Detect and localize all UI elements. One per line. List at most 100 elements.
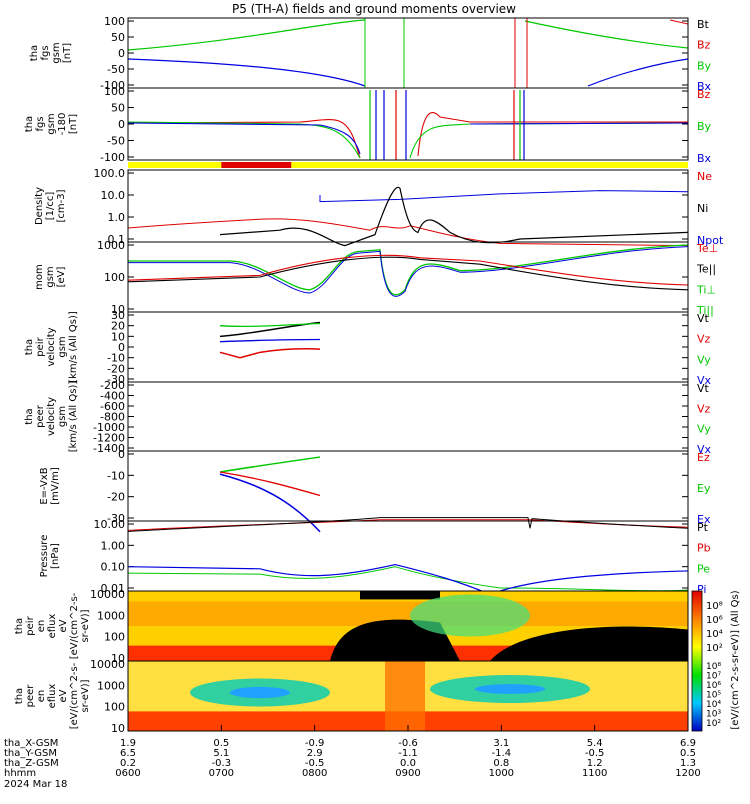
spectrogram-band: [385, 661, 425, 731]
legend-entry: Vt: [697, 382, 710, 395]
y-tick-label: 0.1: [108, 233, 126, 246]
legend-entry: Bt: [697, 18, 710, 31]
y-tick-label: 0.01: [101, 582, 126, 595]
y-tick-label: 1000: [97, 609, 125, 622]
y-axis-label: [cm-3]: [56, 189, 67, 222]
y-axis-label: fgs: [35, 116, 46, 131]
y-tick-label: 0: [118, 341, 125, 354]
y-tick-label: 1000: [97, 679, 125, 692]
x-tick-label: 0.0: [400, 758, 416, 769]
y-axis-label: [nPa]: [50, 543, 61, 569]
y-axis-label: [km/s (All Qs)]: [68, 311, 79, 383]
x-row-label: tha_Y-GSM: [4, 748, 57, 759]
y-axis-label: gsm: [51, 42, 62, 63]
series-line-te-par: [127, 256, 689, 291]
x-tick-label: -0.5: [305, 758, 325, 769]
y-axis-label: -180: [57, 113, 68, 136]
series-noise-region: [220, 315, 265, 379]
colorbar-tick-label: 10⁸: [706, 662, 721, 672]
y-axis-label: sr-eV)]: [80, 679, 91, 712]
y-tick-label: -100: [100, 79, 125, 92]
series-line-vy: [219, 322, 321, 328]
x-tick-label: -0.5: [585, 748, 605, 759]
x-tick-label: 0700: [209, 768, 234, 779]
y-tick-label: 1.00: [101, 539, 126, 552]
y-axis-label: en: [36, 690, 47, 703]
y-axis-label: gsm: [57, 336, 68, 357]
colorbar-tick-label: 10⁴: [706, 700, 721, 710]
series-line-ey: [219, 456, 321, 473]
y-tick-label: -1200: [93, 432, 125, 445]
y-axis-label: Pressure: [39, 535, 50, 578]
y-tick-label: -30: [107, 373, 125, 386]
y-tick-label: -400: [100, 390, 125, 403]
y-axis-label: en: [36, 620, 47, 633]
y-tick-label: 10000: [90, 658, 125, 671]
x-tick-label: 5.1: [213, 748, 229, 759]
series-line-vz: [219, 347, 321, 359]
y-tick-label: -30: [107, 512, 125, 525]
x-tick-label: 3.1: [493, 738, 509, 749]
panel-frame-p2: [127, 87, 689, 161]
y-axis-label: [mV/m]: [50, 467, 61, 505]
colorbar-tick-label: 10⁴: [706, 629, 723, 640]
y-axis-label: tha: [14, 688, 25, 704]
legend-entry: Ni: [697, 202, 708, 215]
series-line-by: [524, 20, 689, 49]
series-line-bx: [127, 122, 361, 155]
y-tick-label: 10: [111, 652, 125, 665]
y-axis-label: gsm: [57, 406, 68, 427]
x-tick-label: 2.9: [307, 748, 323, 759]
y-axis-label: tha: [14, 618, 25, 634]
y-axis-label: peir: [35, 336, 46, 356]
y-tick-label: 50: [111, 31, 125, 44]
x-tick-label: -1.1: [398, 748, 418, 759]
y-tick-label: -200: [100, 379, 125, 392]
series-line-by: [127, 121, 361, 159]
x-tick-label: 0800: [302, 768, 327, 779]
legend-entry: Bz: [697, 88, 711, 101]
y-tick-label: 100: [104, 271, 125, 284]
series-line-bx: [587, 58, 689, 87]
y-tick-label: 0: [118, 118, 125, 131]
y-tick-label: -800: [100, 411, 125, 424]
y-axis-label: [eV/(cm^2-s-: [69, 662, 80, 729]
x-tick-label: 0.5: [213, 738, 229, 749]
y-axis-label: velocity: [46, 397, 57, 436]
y-tick-label: -50: [107, 63, 125, 76]
series-line-ez: [219, 471, 321, 497]
y-tick-label: -1400: [93, 442, 125, 455]
y-axis-label: eflux: [47, 684, 58, 709]
colorbar-label: [eV/(cm^2-s-sr-eV)] (All Qs): [730, 590, 741, 729]
colorbar-tick-label: 10²: [706, 643, 723, 654]
series-line-ti-perp: [128, 244, 689, 296]
x-tick-label: 1100: [582, 768, 607, 779]
x-tick-label: 6.9: [680, 738, 696, 749]
y-tick-label: -50: [107, 135, 125, 148]
series-line-npot: [319, 190, 689, 203]
y-axis-label: tha: [24, 339, 35, 355]
x-tick-label: 0600: [115, 768, 140, 779]
y-axis-label: peer: [35, 404, 46, 428]
legend-entry: Bx: [697, 152, 712, 165]
y-axis-label: [1/cc]: [45, 192, 56, 221]
y-tick-label: 0.10: [101, 561, 126, 574]
y-axis-label: Density: [34, 187, 45, 225]
x-row-label: hhmm: [4, 768, 36, 779]
x-tick-label: 0.5: [680, 748, 696, 759]
y-tick-label: 100: [104, 85, 125, 98]
y-tick-label: 0: [118, 47, 125, 60]
y-tick-label: 50: [111, 102, 125, 115]
y-tick-label: 10.00: [94, 518, 126, 531]
colorbar: [691, 590, 703, 732]
series-line-pi: [127, 563, 689, 596]
series-line-bz: [417, 112, 688, 157]
y-tick-label: 100.0: [94, 167, 126, 180]
y-tick-label: 1000: [97, 239, 125, 252]
status-bar-segment: [221, 162, 292, 168]
y-axis-label: eflux: [47, 614, 58, 639]
y-tick-label: -20: [107, 491, 125, 504]
y-tick-label: 10000: [90, 588, 125, 601]
